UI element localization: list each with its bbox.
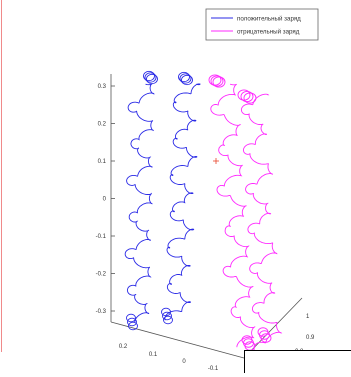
overlay-panel bbox=[244, 350, 351, 373]
window-edge bbox=[1, 0, 2, 352]
z-tick-label: 0 bbox=[103, 197, 107, 203]
y-tick-label: 1 bbox=[306, 314, 310, 320]
negative-loop-top bbox=[208, 74, 222, 86]
legend-label-negative: отрицательный заряд bbox=[237, 29, 300, 36]
y-axis-ticks: 10.90.8 bbox=[295, 314, 315, 355]
positive-loop-top bbox=[146, 73, 158, 85]
positive-charge-trajectories bbox=[124, 70, 201, 331]
legend-box bbox=[205, 8, 319, 41]
legend-label-positive: положительный заряд bbox=[237, 16, 301, 23]
z-tick-label: -0.1 bbox=[96, 234, 107, 240]
negative-loop-top bbox=[237, 89, 251, 101]
positive-trajectory-left bbox=[124, 83, 155, 323]
y-tick-label: 0.9 bbox=[306, 335, 315, 341]
positive-loop-top bbox=[143, 70, 155, 82]
x-axis-line bbox=[110, 321, 245, 359]
positive-loop-bottom bbox=[128, 321, 138, 331]
negative-loop-top bbox=[210, 75, 224, 87]
negative-loop-top bbox=[240, 90, 254, 103]
x-axis-ticks: 0.2 0.1 0 -0.1 bbox=[119, 344, 219, 372]
negative-loop-top bbox=[243, 92, 257, 104]
positive-loop-top bbox=[179, 73, 192, 84]
positive-trajectory-right bbox=[164, 83, 201, 321]
z-tick-label: 0.2 bbox=[98, 122, 107, 128]
x-tick-label: 0.2 bbox=[119, 344, 128, 350]
negative-trajectory-right bbox=[240, 93, 283, 353]
positive-loop-top bbox=[181, 74, 193, 86]
legend: положительный заряд отрицательный заряд bbox=[205, 8, 319, 41]
x-tick-label: 0 bbox=[182, 359, 186, 365]
z-axis-ticks: 0.3 0.2 0.1 0 -0.1 -0.2 -0.3 bbox=[96, 84, 115, 315]
negative-loop-top bbox=[212, 76, 226, 88]
positive-loop-bottom bbox=[162, 311, 172, 321]
negative-trajectory-left bbox=[210, 83, 256, 348]
positive-loop-bottom bbox=[126, 313, 136, 323]
positive-loop-bottom bbox=[161, 307, 171, 317]
start-marker bbox=[213, 158, 219, 164]
negative-loop-bottom bbox=[260, 333, 272, 343]
z-tick-label: -0.3 bbox=[96, 309, 107, 315]
positive-loop-bottom bbox=[127, 317, 137, 327]
x-tick-label: -0.1 bbox=[208, 366, 219, 372]
negative-charge-trajectories bbox=[208, 74, 283, 353]
z-tick-label: 0.1 bbox=[98, 159, 107, 165]
x-tick-label: 0.1 bbox=[149, 352, 158, 358]
z-tick-label: -0.2 bbox=[96, 272, 107, 278]
z-tick-label: 0.3 bbox=[98, 84, 107, 90]
positive-loop-top bbox=[178, 71, 190, 83]
positive-loop-top bbox=[144, 72, 157, 83]
positive-loop-bottom bbox=[163, 315, 173, 325]
